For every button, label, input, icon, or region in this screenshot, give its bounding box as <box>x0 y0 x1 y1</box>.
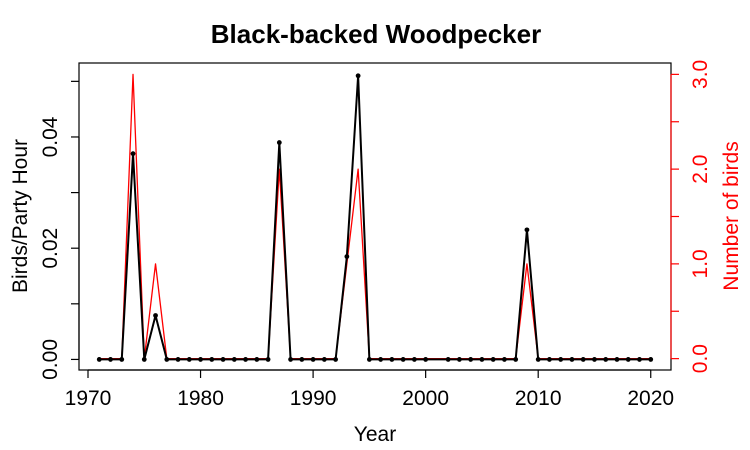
data-point <box>637 357 642 362</box>
data-point <box>153 313 158 318</box>
y-right-axis: 0.0 1.0 2.0 3.0 <box>670 60 712 373</box>
data-point <box>299 357 305 362</box>
data-point <box>119 357 125 362</box>
data-point <box>321 357 327 362</box>
data-point <box>535 357 541 362</box>
data-point <box>445 357 451 362</box>
y-right-tick-label: 2.0 <box>689 155 712 184</box>
data-point <box>569 357 575 362</box>
y-left-tick-label: 0.00 <box>39 339 62 380</box>
x-axis: 1970 1980 1990 2000 2010 2020 <box>65 369 674 410</box>
data-point <box>479 357 485 362</box>
x-tick-label: 2000 <box>402 387 449 410</box>
data-point <box>310 357 316 362</box>
data-point <box>400 357 406 362</box>
data-point <box>220 357 226 362</box>
y-left-tick-label: 0.04 <box>39 116 62 157</box>
x-tick-label: 1990 <box>290 387 337 410</box>
data-point <box>625 357 631 362</box>
data-point <box>648 357 654 362</box>
y-right-tick-label: 0.0 <box>689 344 712 373</box>
x-tick-label: 1980 <box>177 387 224 410</box>
data-point <box>209 357 215 362</box>
data-point <box>355 73 361 79</box>
series-birds-per-party-hour-line <box>99 74 651 361</box>
data-point <box>423 357 429 362</box>
data-point <box>198 357 203 362</box>
data-point <box>265 357 271 362</box>
x-tick-label: 2010 <box>515 387 562 410</box>
data-point <box>231 357 237 362</box>
data-point <box>130 151 136 157</box>
data-point <box>243 357 248 362</box>
data-point <box>276 140 282 145</box>
y-right-tick-label: 3.0 <box>689 60 712 89</box>
data-point <box>175 357 181 362</box>
data-point <box>547 357 552 362</box>
data-point <box>502 357 507 362</box>
data-point <box>186 357 192 362</box>
data-point <box>389 357 395 362</box>
y-right-tick-label: 1.0 <box>689 249 712 278</box>
data-point <box>288 357 293 362</box>
data-point <box>96 357 102 362</box>
y-left-tick-label: 0.02 <box>39 228 62 269</box>
data-point <box>468 357 474 362</box>
data-point <box>524 227 530 233</box>
data-point <box>411 357 417 362</box>
data-point <box>592 357 597 362</box>
data-point <box>108 357 113 362</box>
y-left-axis-label: Birds/Party Hour <box>9 139 32 293</box>
data-point <box>603 357 609 362</box>
x-tick-label: 2020 <box>627 387 674 410</box>
series-number-of-birds-line <box>99 73 651 360</box>
data-point <box>344 254 350 259</box>
data-point <box>378 357 384 362</box>
data-point <box>254 357 260 362</box>
data-point <box>580 357 586 362</box>
data-point <box>490 357 496 362</box>
data-point <box>558 357 564 362</box>
data-point <box>333 357 339 362</box>
x-tick-label: 1970 <box>65 387 112 410</box>
series-layer <box>96 73 654 362</box>
plot-frame <box>78 62 672 371</box>
chart-title: Black-backed Woodpecker <box>211 19 541 49</box>
data-point <box>141 357 147 362</box>
data-point <box>614 357 620 362</box>
data-point <box>164 357 170 362</box>
data-point <box>513 357 519 362</box>
data-point <box>366 357 372 362</box>
data-point <box>457 357 462 362</box>
x-axis-label: Year <box>354 423 396 446</box>
y-left-axis: 0.00 0.02 0.04 <box>39 80 80 380</box>
y-right-axis-label: Number of birds <box>720 141 743 290</box>
